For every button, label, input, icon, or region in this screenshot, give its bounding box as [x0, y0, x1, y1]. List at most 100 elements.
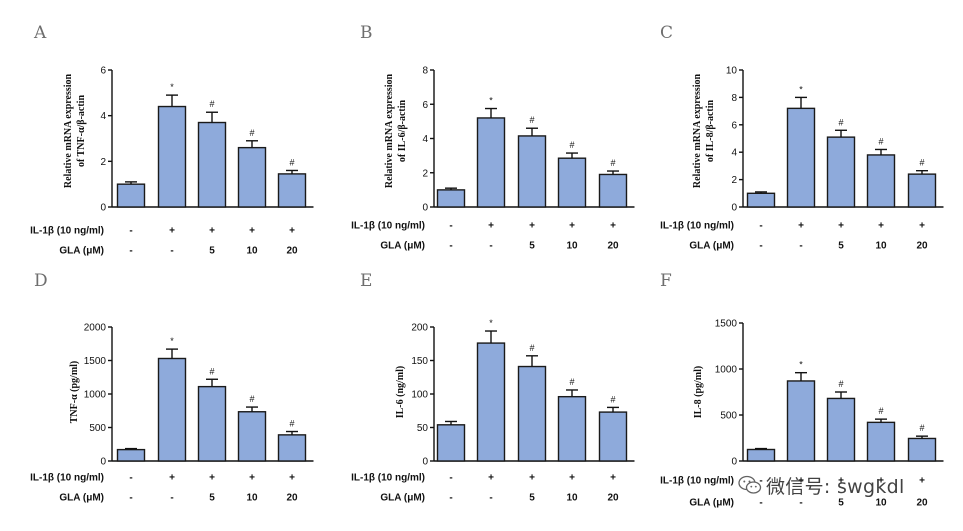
treatment-row-label: IL-1β (10 ng/ml) [30, 473, 104, 484]
treatment-cell: + [289, 473, 295, 484]
significance-marker: # [878, 136, 883, 146]
treatment-cell: + [209, 473, 215, 484]
y-tick-label: 4 [422, 134, 428, 145]
treatment-cell: 5 [529, 493, 535, 504]
bar [786, 380, 816, 462]
treatment-cell: 20 [916, 241, 928, 252]
y-axis-label: IL-8 (pg/ml) [693, 366, 704, 419]
y-tick-label: 10 [726, 66, 738, 77]
wechat-icon [738, 475, 762, 494]
treatment-row-label: IL-1β (10 ng/ml) [660, 476, 734, 487]
bar [866, 421, 896, 462]
treatment-cell: + [878, 221, 884, 232]
bar [746, 448, 776, 462]
treatment-cell: + [798, 221, 804, 232]
treatment-cell: - [129, 226, 132, 237]
panel-letter: B [360, 23, 373, 43]
y-tick-label: 200 [411, 323, 428, 334]
significance-marker: # [289, 419, 294, 429]
treatment-cell: 5 [209, 493, 215, 504]
bar [116, 448, 146, 462]
y-tick-label: 2 [422, 168, 428, 179]
treatment-cell: 10 [246, 246, 258, 257]
y-tick-label: 8 [422, 66, 428, 77]
significance-marker: # [919, 423, 924, 433]
panel-letter: A [33, 23, 47, 43]
treatment-row-label: GLA (μM) [689, 241, 734, 252]
y-tick-label: 0 [731, 457, 737, 468]
y-tick-label: 0 [100, 457, 106, 468]
treatment-cell: 20 [607, 241, 619, 252]
y-tick-label: 150 [411, 356, 428, 367]
y-axis-label: Relative mRNA expression [63, 73, 74, 188]
significance-marker: # [610, 394, 615, 404]
significance-marker: # [569, 140, 574, 150]
bar [277, 434, 307, 462]
watermark-text: 微信号: swgkdl [766, 475, 905, 498]
bar [157, 105, 187, 208]
bar [197, 385, 227, 462]
chart-panel-e: E IL-6 (ng/ml) 0 50 100 150 200 * # # # IL-1β (10 n… [351, 271, 635, 504]
treatment-cell: - [759, 221, 762, 232]
y-axis-label: Relative mRNA expression [692, 73, 703, 188]
chart-panel-b: B Relative mRNA expression of IL-6/β-actin… [351, 23, 635, 252]
y-tick-label: 500 [89, 423, 106, 434]
bar [277, 173, 307, 208]
treatment-cell: + [798, 476, 804, 487]
y-axis-label: of IL-6/β-actin [397, 99, 408, 162]
treatment-cell: + [919, 476, 925, 487]
treatment-cell: - [449, 473, 452, 484]
bar [598, 411, 628, 462]
y-axis-label: of TNF-α/β-actin [76, 95, 87, 167]
y-tick-label: 2 [100, 157, 106, 168]
treatment-cell: 10 [875, 241, 887, 252]
treatment-cell: - [170, 493, 173, 504]
significance-marker: # [289, 157, 294, 167]
treatment-cell: + [610, 473, 616, 484]
treatment-cell: 10 [566, 241, 578, 252]
y-tick-label: 2000 [84, 323, 107, 334]
treatment-cell: + [838, 221, 844, 232]
y-tick-label: 0 [422, 203, 428, 214]
treatment-cell: + [529, 221, 535, 232]
significance-marker: * [170, 82, 174, 92]
treatment-row-label: IL-1β (10 ng/ml) [351, 221, 425, 232]
y-tick-label: 0 [100, 203, 106, 214]
bar [436, 189, 466, 208]
chart-panel-a: A Relative mRNA expression of TNF-α/β-acti… [30, 23, 314, 257]
treatment-cell: 10 [246, 493, 258, 504]
y-tick-label: 1500 [84, 356, 107, 367]
significance-marker: # [569, 377, 574, 387]
bar [237, 411, 267, 462]
bar [517, 135, 547, 208]
chart-panel-f: F IL-8 (pg/ml) 0 500 1000 1500 * # # # IL-1β (10 n… [660, 271, 944, 509]
bar [557, 395, 587, 462]
treatment-cell: - [799, 241, 802, 252]
y-tick-label: 1000 [715, 365, 738, 376]
significance-marker: * [170, 336, 174, 346]
treatment-cell: 20 [607, 493, 619, 504]
treatment-cell: 10 [566, 493, 578, 504]
significance-marker: # [838, 117, 843, 127]
y-tick-label: 6 [100, 66, 106, 77]
bar [746, 192, 776, 208]
significance-marker: * [489, 318, 493, 328]
y-tick-label: 0 [731, 203, 737, 214]
panel-letter: C [660, 23, 673, 43]
y-axis-label: IL-6 (ng/ml) [395, 366, 406, 419]
significance-marker: # [610, 158, 615, 168]
treatment-cell: + [249, 473, 255, 484]
treatment-cell: + [878, 476, 884, 487]
y-tick-label: 4 [731, 148, 737, 159]
y-tick-label: 6 [731, 120, 737, 131]
y-tick-label: 4 [100, 111, 106, 122]
treatment-cell: + [569, 473, 575, 484]
treatment-cell: - [449, 221, 452, 232]
treatment-cell: + [488, 473, 494, 484]
significance-marker: # [529, 343, 534, 353]
bar [786, 107, 816, 208]
significance-marker: # [249, 394, 254, 404]
bar [197, 121, 227, 208]
treatment-row-label: IL-1β (10 ng/ml) [30, 226, 104, 237]
